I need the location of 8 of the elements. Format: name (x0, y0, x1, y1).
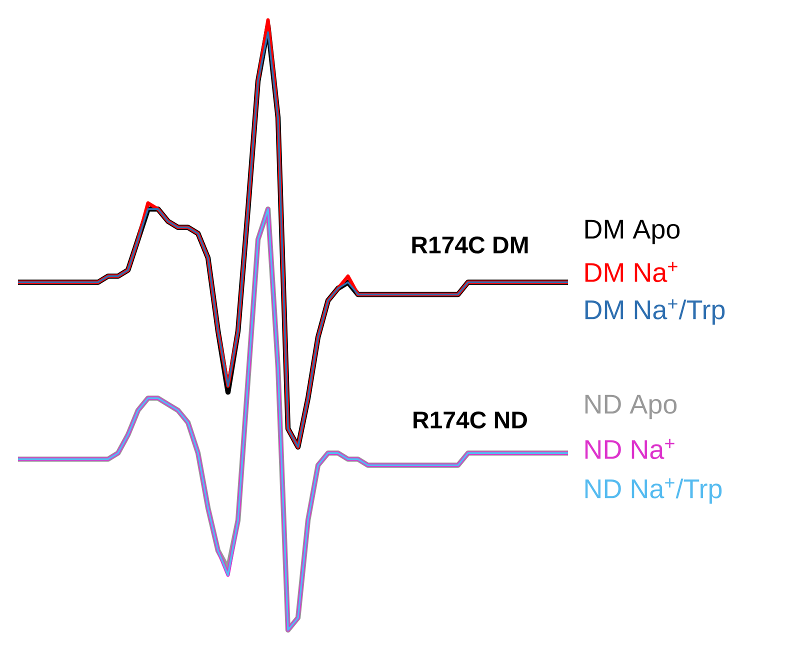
series-label: ND Na$^{+}$ (585, 438, 674, 460)
annotation: R174C ND (414, 411, 527, 428)
annotation: R174C DM (412, 236, 528, 254)
series-label: ND Na$^{+}$/Trp (585, 478, 722, 504)
series-label: ND Apo (585, 394, 677, 420)
series-label: DM Na$^{+}$/Trp (585, 299, 725, 325)
series-label: DM Apo (585, 220, 680, 244)
series-label: DM Na$^{+}$ (585, 262, 678, 282)
